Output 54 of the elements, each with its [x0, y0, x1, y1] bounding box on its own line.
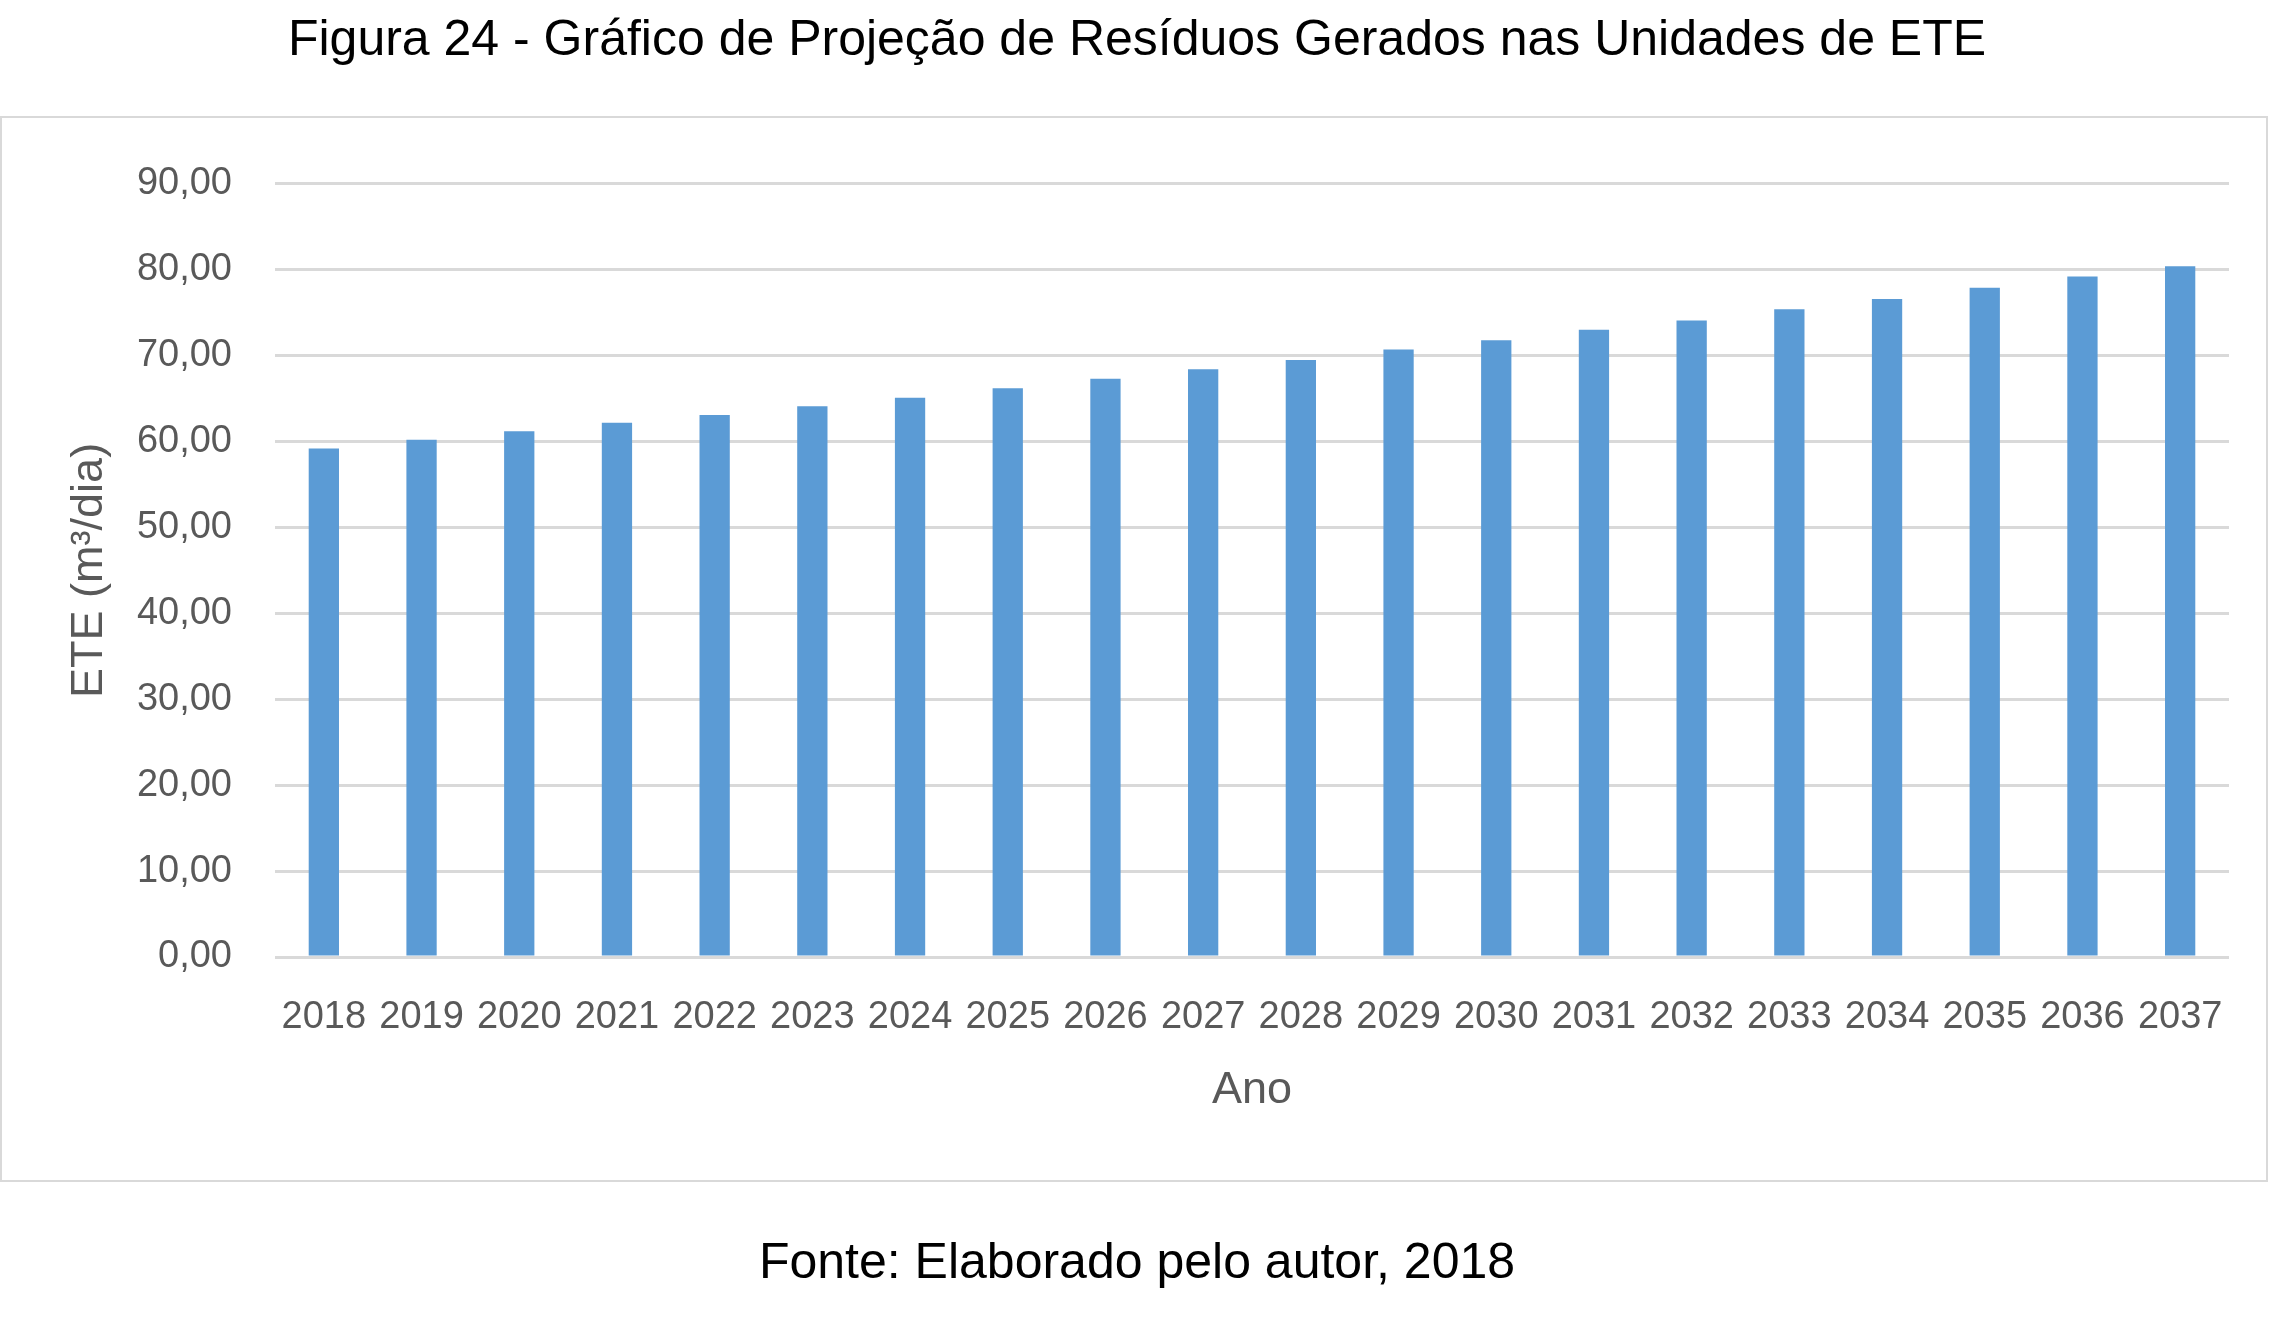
x-axis-title: Ano	[1211, 1062, 1293, 1114]
chart-title: Figura 24 - Gráfico de Projeção de Resíduos Gerados nas Unidades de ETE	[286, 9, 1988, 67]
y-tick-label: 50,00	[136, 503, 232, 546]
x-tick-label: 2026	[1063, 994, 1148, 1037]
y-tick-label: 40,00	[136, 589, 232, 632]
x-tick-label: 2027	[1160, 994, 1246, 1037]
y-tick-label: 80,00	[136, 246, 232, 289]
bar	[1481, 340, 1512, 956]
bar	[1676, 320, 1707, 956]
x-tick-label: 2028	[1258, 994, 1344, 1037]
x-tick-label: 2022	[672, 994, 757, 1037]
y-tick-label: 60,00	[136, 418, 232, 461]
bar	[504, 431, 535, 956]
y-tick-label: 20,00	[136, 761, 232, 804]
x-tick-label: 2030	[1453, 994, 1539, 1037]
x-tick-label: 2021	[574, 994, 660, 1037]
bar	[1090, 378, 1121, 956]
x-tick-label: 2032	[1649, 994, 1734, 1037]
x-tick-label: 2025	[965, 994, 1051, 1037]
bar	[992, 388, 1023, 956]
x-tick-label: 2023	[770, 994, 855, 1037]
bar	[1578, 329, 1610, 956]
bar	[797, 406, 828, 956]
source-note: Fonte: Elaborado pelo autor, 2018	[757, 1232, 1517, 1290]
bar	[1285, 359, 1316, 956]
x-tick-label: 2036	[2040, 994, 2125, 1037]
bar	[406, 439, 437, 956]
bar	[2067, 276, 2098, 956]
y-tick-label: 70,00	[136, 332, 232, 375]
x-tick-label: 2034	[1844, 994, 1930, 1037]
bar	[2165, 266, 2196, 956]
bar	[308, 448, 339, 956]
x-tick-label: 2019	[379, 994, 464, 1037]
x-tick-label: 2024	[867, 994, 953, 1037]
bar	[1774, 309, 1805, 956]
y-tick-label: 0,00	[158, 933, 232, 976]
bar	[601, 422, 633, 956]
y-axis-title: ETE (m³/dia)	[61, 442, 113, 698]
x-tick-label: 2037	[2137, 994, 2223, 1037]
x-tick-label: 2033	[1747, 994, 1832, 1037]
x-tick-label: 2035	[1942, 994, 2028, 1037]
bar	[894, 397, 926, 956]
x-tick-label: 2031	[1551, 994, 1637, 1037]
bar	[1871, 298, 1903, 956]
bar	[1383, 349, 1414, 956]
x-tick-label: 2020	[476, 994, 562, 1037]
x-tick-label: 2029	[1356, 994, 1441, 1037]
bar	[1188, 369, 1219, 956]
y-tick-label: 30,00	[136, 675, 232, 718]
bar	[1969, 287, 2000, 956]
bar	[699, 414, 730, 956]
y-tick-label: 10,00	[136, 847, 232, 890]
x-tick-label: 2018	[281, 994, 367, 1037]
y-tick-label: 90,00	[136, 160, 232, 203]
